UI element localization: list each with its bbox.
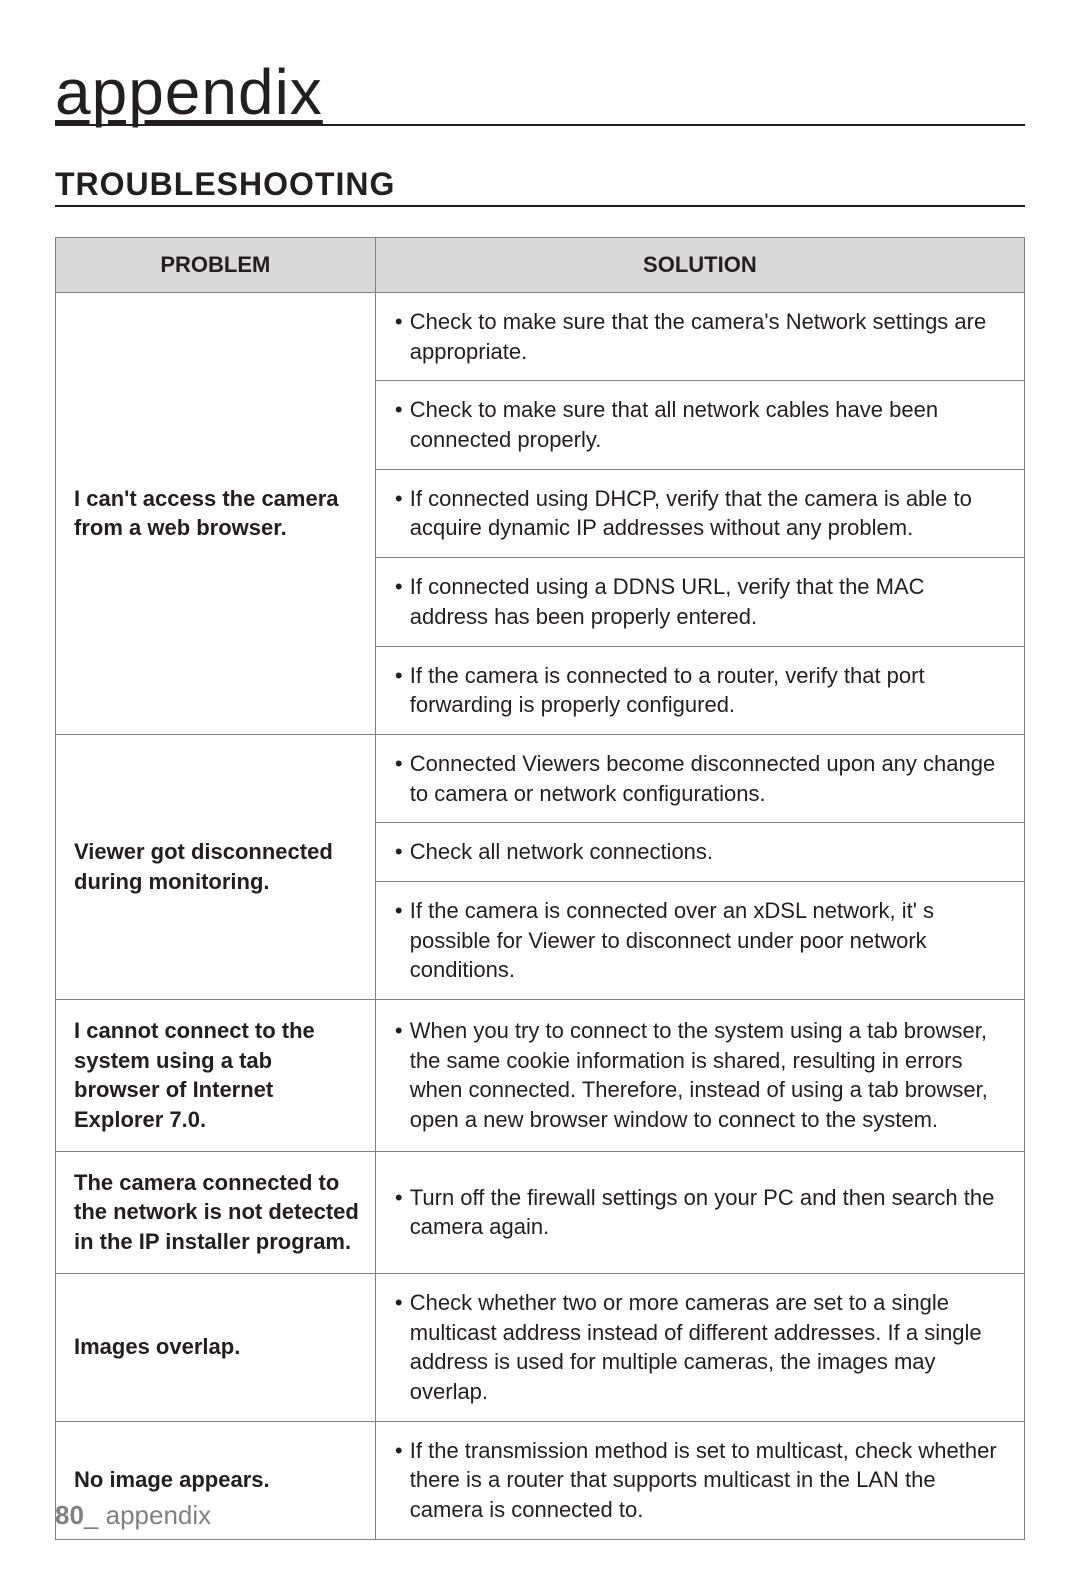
solution-item: •If the transmission method is set to mu…	[376, 1422, 1024, 1539]
solution-text: If connected using DHCP, verify that the…	[410, 484, 1006, 543]
bullet-icon: •	[388, 1183, 410, 1213]
problem-cell: Images overlap.	[56, 1273, 376, 1421]
section-title: TROUBLESHOOTING	[55, 166, 1025, 203]
table-row: The camera connected to the network is n…	[56, 1151, 1025, 1273]
solution-cell: •Connected Viewers become disconnected u…	[375, 734, 1024, 999]
page-footer: 80_ appendix	[55, 1500, 211, 1531]
col-header-problem: PROBLEM	[56, 238, 376, 293]
solution-list: •When you try to connect to the system u…	[376, 1002, 1024, 1149]
solution-item: •Check to make sure that all network cab…	[376, 381, 1024, 469]
bullet-icon: •	[388, 572, 410, 602]
solution-text: If the camera is connected to a router, …	[410, 661, 1006, 720]
solution-cell: •Check to make sure that the camera's Ne…	[375, 293, 1024, 735]
bullet-icon: •	[388, 307, 410, 337]
solution-text: Check to make sure that the camera's Net…	[410, 307, 1006, 366]
section-title-rule: TROUBLESHOOTING	[55, 166, 1025, 207]
col-header-solution: SOLUTION	[375, 238, 1024, 293]
solution-list: •Connected Viewers become disconnected u…	[376, 735, 1024, 999]
solution-item: •Check to make sure that the camera's Ne…	[376, 293, 1024, 381]
solution-item: •If connected using a DDNS URL, verify t…	[376, 558, 1024, 646]
table-row: I can't access the camera from a web bro…	[56, 293, 1025, 735]
footer-underscore: _	[84, 1500, 98, 1530]
chapter-title: appendix	[55, 60, 323, 124]
solution-item: •Turn off the firewall settings on your …	[376, 1169, 1024, 1256]
solution-text: If the camera is connected over an xDSL …	[410, 896, 1006, 985]
solution-text: Check to make sure that all network cabl…	[410, 395, 1006, 454]
solution-text: Check whether two or more cameras are se…	[410, 1288, 1006, 1407]
solution-item: •If connected using DHCP, verify that th…	[376, 470, 1024, 558]
solution-item: •If the camera is connected to a router,…	[376, 647, 1024, 734]
solution-text: Connected Viewers become disconnected up…	[410, 749, 1006, 808]
bullet-icon: •	[388, 484, 410, 514]
bullet-icon: •	[388, 1436, 410, 1466]
table-row: Images overlap.•Check whether two or mor…	[56, 1273, 1025, 1421]
footer-chapter-label: appendix	[98, 1500, 211, 1530]
solution-cell: •Check whether two or more cameras are s…	[375, 1273, 1024, 1421]
solution-cell: •When you try to connect to the system u…	[375, 1000, 1024, 1152]
solution-cell: •Turn off the firewall settings on your …	[375, 1151, 1024, 1273]
table-header-row: PROBLEM SOLUTION	[56, 238, 1025, 293]
solution-text: Turn off the firewall settings on your P…	[410, 1183, 1006, 1242]
problem-cell: I cannot connect to the system using a t…	[56, 1000, 376, 1152]
table-body: I can't access the camera from a web bro…	[56, 293, 1025, 1540]
bullet-icon: •	[388, 749, 410, 779]
solution-list: •Check to make sure that the camera's Ne…	[376, 293, 1024, 734]
bullet-icon: •	[388, 1016, 410, 1046]
bullet-icon: •	[388, 837, 410, 867]
problem-cell: I can't access the camera from a web bro…	[56, 293, 376, 735]
solution-item: •Check all network connections.	[376, 823, 1024, 882]
solution-text: If connected using a DDNS URL, verify th…	[410, 572, 1006, 631]
solution-text: When you try to connect to the system us…	[410, 1016, 1006, 1135]
table-row: I cannot connect to the system using a t…	[56, 1000, 1025, 1152]
solution-list: •Check whether two or more cameras are s…	[376, 1274, 1024, 1421]
bullet-icon: •	[388, 1288, 410, 1318]
solution-item: •Check whether two or more cameras are s…	[376, 1274, 1024, 1421]
solution-cell: •If the transmission method is set to mu…	[375, 1421, 1024, 1539]
solution-text: Check all network connections.	[410, 837, 1006, 867]
bullet-icon: •	[388, 896, 410, 926]
troubleshooting-table: PROBLEM SOLUTION I can't access the came…	[55, 237, 1025, 1540]
table-row: Viewer got disconnected during monitorin…	[56, 734, 1025, 999]
problem-cell: The camera connected to the network is n…	[56, 1151, 376, 1273]
solution-text: If the transmission method is set to mul…	[410, 1436, 1006, 1525]
chapter-title-rule: appendix	[55, 60, 1025, 126]
bullet-icon: •	[388, 661, 410, 691]
solution-list: •If the transmission method is set to mu…	[376, 1422, 1024, 1539]
solution-item: •Connected Viewers become disconnected u…	[376, 735, 1024, 823]
manual-page: appendix TROUBLESHOOTING PROBLEM SOLUTIO…	[0, 0, 1080, 1571]
solution-item: •If the camera is connected over an xDSL…	[376, 882, 1024, 999]
bullet-icon: •	[388, 395, 410, 425]
page-number: 80	[55, 1500, 84, 1530]
solution-item: •When you try to connect to the system u…	[376, 1002, 1024, 1149]
solution-list: •Turn off the firewall settings on your …	[376, 1169, 1024, 1256]
problem-cell: Viewer got disconnected during monitorin…	[56, 734, 376, 999]
